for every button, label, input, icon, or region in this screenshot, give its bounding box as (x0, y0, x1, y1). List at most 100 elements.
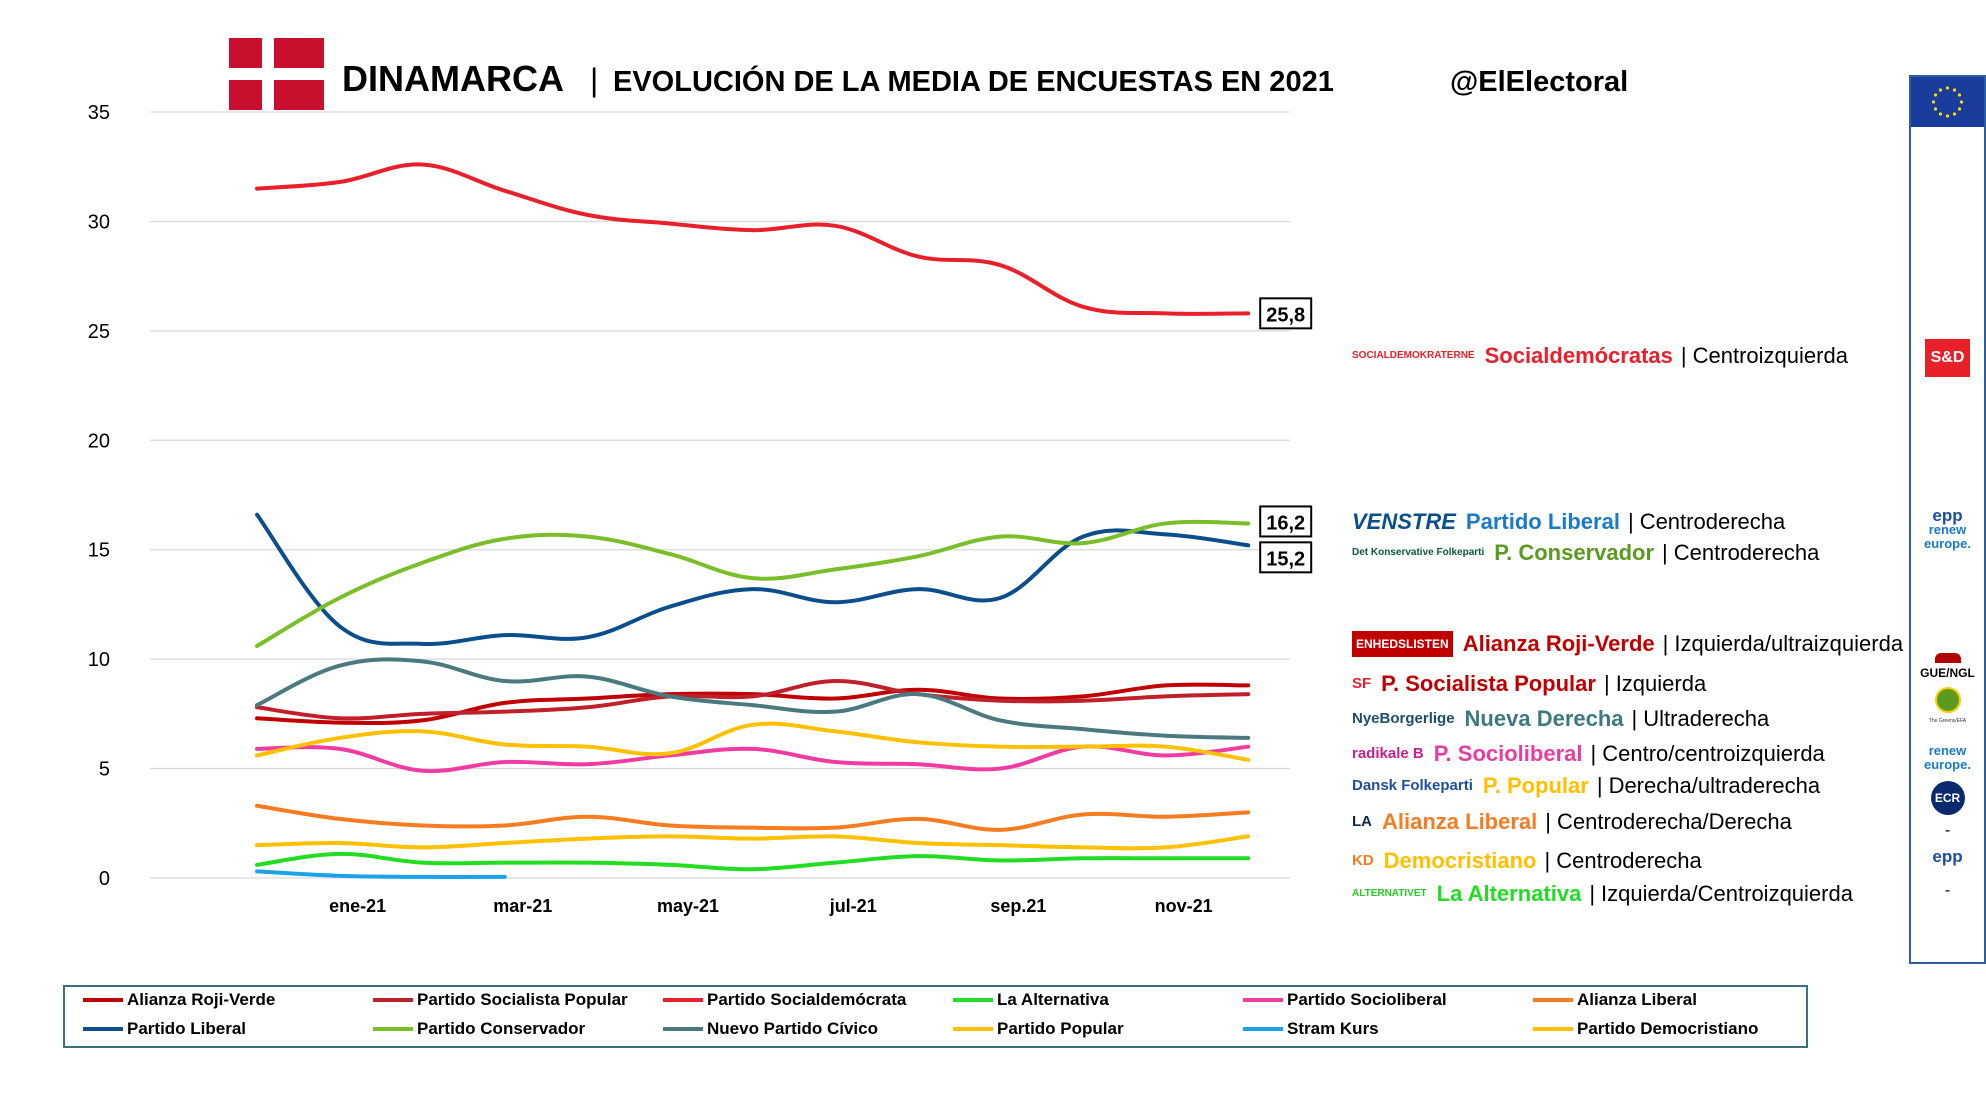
party-logo: ALTERNATIVET (1352, 888, 1427, 899)
series-line-stram-kurs (255, 869, 507, 879)
party-logo: SOCIALDEMOKRATERNE (1352, 350, 1475, 361)
legend-item: Partido Liberal (83, 1018, 246, 1040)
series-line-la-alternativa (255, 851, 1251, 872)
y-tick-label: 5 (99, 759, 110, 781)
legend-item: Alianza Roji-Verde (83, 989, 275, 1011)
legend-label: Partido Socialdemócrata (707, 990, 907, 1009)
party-ideology: Centro/centroizquierda (1602, 741, 1825, 766)
party-row: NyeBorgerlige Nueva Derecha | Ultraderecha (1352, 703, 1769, 735)
grid (150, 111, 1290, 879)
legend-item: Partido Socioliberal (1243, 989, 1447, 1011)
legend-swatch (953, 998, 993, 1002)
y-tick-label: 30 (88, 211, 110, 233)
party-separator: | (1627, 509, 1634, 534)
party-name: Alianza Liberal (1382, 809, 1538, 834)
party-name: Democristiano (1383, 848, 1537, 873)
party-ideology: Centroderecha/Derecha (1557, 809, 1792, 834)
party-separator: | (1631, 706, 1638, 731)
end-label: 16,2 (1266, 512, 1305, 534)
eu-group-column: S&D epp renew europe. GUE/NGL The Greens… (1909, 75, 1986, 964)
legend-item: Stram Kurs (1243, 1018, 1379, 1040)
party-name: P. Socialista Popular (1381, 671, 1596, 696)
legend-item: Partido Socialista Popular (373, 989, 628, 1011)
legend-swatch (83, 998, 123, 1002)
y-tick-label: 15 (88, 540, 110, 562)
x-axis: ene-21 mar-21 may-21 jul-21 sep.21 nov-21 (329, 896, 1213, 916)
end-label: 25,8 (1266, 304, 1305, 326)
chart-title-country: DINAMARCA (342, 58, 564, 99)
x-tick-label: nov-21 (1155, 896, 1213, 916)
party-ideology: Ultraderecha (1643, 706, 1770, 731)
party-row: VENSTRE Partido Liberal | Centroderecha (1352, 506, 1785, 538)
legend-item: Partido Democristiano (1533, 1018, 1758, 1040)
legend-label: Partido Democristiano (1577, 1019, 1759, 1038)
party-ideology: Centroizquierda (1692, 343, 1848, 368)
party-row: KD Democristiano | Centroderecha (1352, 845, 1702, 877)
party-separator: | (1544, 848, 1551, 873)
party-separator: | (1662, 631, 1669, 656)
party-logo: NyeBorgerlige (1352, 710, 1455, 727)
party-separator: | (1590, 741, 1597, 766)
legend-label: La Alternativa (997, 990, 1109, 1009)
party-name: P. Popular (1482, 773, 1589, 798)
legend-swatch (663, 998, 703, 1002)
legend-item: La Alternativa (953, 989, 1109, 1011)
party-logo: SF (1352, 675, 1372, 692)
legend-label: Nuevo Partido Cívico (707, 1019, 878, 1038)
legend-label: Alianza Liberal (1577, 990, 1697, 1009)
party-name: Socialdemócratas (1484, 343, 1673, 368)
end-label-box (1259, 505, 1313, 538)
legend-swatch (953, 1027, 993, 1031)
legend: Alianza Roji-Verde Partido Socialista Pop… (63, 985, 1808, 1048)
handle: @ElElectoral (1450, 66, 1628, 98)
series-line-nuevo-partido-civico (255, 657, 1251, 740)
x-tick-label: may-21 (657, 896, 719, 916)
legend-label: Stram Kurs (1287, 1019, 1379, 1038)
legend-label: Partido Liberal (127, 1019, 247, 1038)
group-gue-badge: GUE/NGL (1911, 652, 1984, 680)
legend-swatch (1533, 1027, 1573, 1031)
party-row: SF P. Socialista Popular | Izquierda (1352, 668, 1706, 700)
party-ideology: Izquierda (1615, 671, 1707, 696)
y-tick-label: 35 (88, 102, 110, 124)
series-line-partido-socialista-popular (255, 679, 1251, 721)
end-label-box (1259, 541, 1313, 574)
end-label: 15,2 (1266, 548, 1305, 570)
party-row: SOCIALDEMOKRATERNE Socialdemócratas | Centr… (1352, 340, 1848, 372)
group-renew-badge-2: renew europe. (1924, 743, 1971, 772)
legend-swatch (373, 1027, 413, 1031)
chart-title-separator: | (590, 62, 598, 98)
legend-label: Partido Popular (997, 1019, 1124, 1038)
series-line-partido-liberal (255, 512, 1251, 646)
series-line-partido-socialdemocrata (255, 162, 1251, 316)
party-name: P. Conservador (1494, 540, 1655, 565)
party-ideology: Centroderecha (1673, 540, 1820, 565)
group-dash-2: - (1944, 882, 1951, 899)
party-separator: | (1680, 343, 1687, 368)
party-logo: radikale B (1352, 745, 1424, 762)
series-line-partido-popular (255, 721, 1251, 762)
y-tick-label: 20 (88, 430, 110, 452)
denmark-flag-icon (229, 38, 324, 110)
legend-item: Partido Conservador (373, 1018, 585, 1040)
series-line-partido-democristiano (255, 834, 1251, 851)
legend-swatch (83, 1027, 123, 1031)
legend-swatch (1243, 1027, 1283, 1031)
end-labels: 25,8 16,2 15,2 (1259, 297, 1313, 574)
series-line-partido-conservador (255, 519, 1251, 649)
series-line-partido-socioliberal (255, 744, 1251, 774)
party-ideology: Centroderecha (1556, 848, 1702, 873)
series-line-alianza-liberal (255, 803, 1251, 832)
party-logo: ENHEDSLISTEN (1352, 631, 1453, 657)
legend-swatch (1533, 998, 1573, 1002)
legend-item: Partido Popular (953, 1018, 1124, 1040)
x-tick-label: jul-21 (829, 896, 877, 916)
party-logo: VENSTRE (1352, 509, 1456, 534)
group-ecr-badge: ECR (1911, 781, 1984, 815)
party-logo: KD (1352, 852, 1374, 869)
party-separator: | (1545, 809, 1551, 834)
y-tick-label: 10 (88, 649, 110, 671)
party-row: ALTERNATIVET La Alternativa | Izquierda/Cen… (1352, 878, 1853, 910)
party-separator: | (1603, 671, 1610, 696)
